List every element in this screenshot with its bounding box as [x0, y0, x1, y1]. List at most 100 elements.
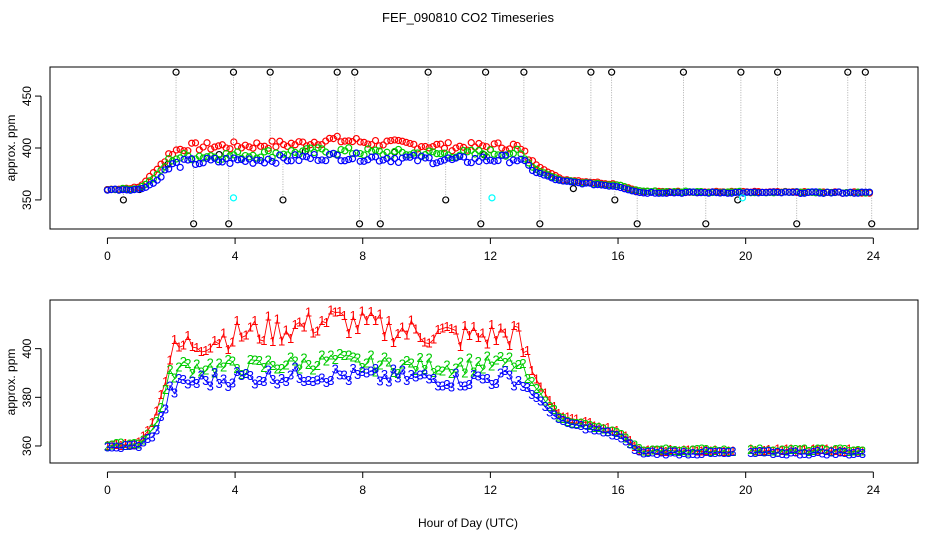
series-s3-point	[479, 153, 487, 161]
series-s3-point	[831, 188, 839, 196]
series-s3-point	[111, 185, 119, 193]
series-s1-marker: 1	[296, 314, 303, 329]
series-s2-point	[195, 152, 203, 160]
bottom-y-tick-label: 380	[20, 387, 34, 407]
series-s3-marker: 3	[385, 374, 392, 389]
series-s1-marker: 1	[515, 319, 522, 334]
series-s2-point	[161, 163, 169, 171]
series-s2-marker: 2	[126, 437, 133, 452]
series-s2-marker: 2	[635, 441, 642, 456]
series-s1-marker: 1	[501, 325, 508, 340]
series-s3-point	[601, 181, 609, 190]
series-s2-marker: 2	[756, 442, 763, 457]
series-s1-marker: 1	[461, 318, 468, 333]
series-s3-marker: 3	[300, 374, 307, 389]
series-s1-marker: 1	[358, 304, 365, 319]
series-s2-marker: 2	[269, 358, 276, 373]
series-s1-marker: 1	[555, 406, 562, 421]
series-s2-point	[222, 149, 230, 158]
reference-point	[793, 220, 801, 228]
reference-point	[536, 220, 544, 228]
series-s3-marker: 3	[501, 363, 508, 378]
series-s2-marker: 2	[510, 360, 517, 375]
bottom-x-tick-label: 8	[359, 483, 366, 497]
series-s3-marker: 3	[707, 445, 714, 460]
series-s3-point	[678, 189, 686, 197]
series-s3-point	[808, 188, 816, 196]
series-s3-point	[862, 188, 870, 196]
series-s1-marker: 1	[291, 317, 298, 332]
series-s1-marker: 1	[202, 343, 209, 358]
series-s2-marker: 2	[725, 444, 732, 459]
series-s3-marker: 3	[787, 445, 794, 460]
series-s3-point	[636, 188, 644, 197]
series-s1-point	[191, 139, 200, 147]
series-s2-marker: 2	[752, 444, 759, 459]
series-s3-point	[184, 156, 192, 164]
series-s2-point	[345, 144, 353, 152]
series-s2-marker: 2	[515, 357, 522, 372]
series-s1-marker: 1	[537, 379, 544, 394]
series-s3-point	[394, 158, 403, 167]
series-s1-marker: 1	[756, 444, 763, 459]
series-s3-marker: 3	[676, 447, 683, 462]
reference-point	[679, 68, 688, 76]
series-s3-point	[314, 156, 322, 165]
series-s3-marker: 3	[278, 371, 285, 386]
series-s3-marker: 3	[332, 362, 339, 377]
series-s2-marker: 2	[671, 443, 678, 458]
series-s3-marker: 3	[247, 368, 254, 383]
series-s3-point	[689, 188, 697, 196]
series-s3-marker: 3	[671, 445, 678, 460]
series-s2-point	[482, 153, 491, 161]
series-s1-point	[456, 142, 464, 150]
series-s1-marker: 1	[600, 421, 607, 436]
series-s3-point	[655, 189, 663, 197]
series-s3-marker: 3	[430, 371, 437, 386]
series-s3-marker: 3	[327, 373, 334, 388]
series-s2-point	[176, 154, 184, 162]
series-s2-marker: 2	[644, 444, 651, 459]
series-s3-point	[168, 160, 177, 168]
series-s2-marker: 2	[296, 361, 303, 376]
series-s3-marker: 3	[104, 439, 111, 454]
reference-point	[773, 68, 782, 76]
series-s2-marker: 2	[770, 444, 777, 459]
series-s2-marker: 2	[345, 348, 352, 363]
series-s3-point	[230, 154, 238, 162]
series-s1-marker: 1	[305, 304, 312, 319]
series-s1-point	[429, 142, 437, 151]
series-s3-marker: 3	[256, 373, 263, 388]
series-s2-marker: 2	[537, 386, 544, 401]
series-s2-marker: 2	[524, 371, 531, 386]
series-s3-point	[712, 189, 720, 197]
series-s1-marker: 1	[251, 313, 258, 328]
series-s3-line	[107, 366, 863, 456]
series-s1-marker: 1	[381, 329, 388, 344]
series-s2-marker: 2	[694, 442, 701, 457]
series-s1-marker: 1	[493, 333, 500, 348]
series-s3-marker: 3	[211, 365, 218, 380]
series-s1-point	[299, 138, 307, 146]
series-s3-point	[475, 157, 483, 166]
series-s3-point	[222, 154, 230, 163]
series-s2-marker: 2	[631, 438, 638, 453]
series-s3-point	[708, 188, 717, 196]
series-s2-marker: 2	[577, 416, 584, 431]
series-s2-marker: 2	[854, 443, 861, 458]
series-s2-marker: 2	[702, 442, 709, 457]
series-s2-point	[337, 145, 345, 154]
series-s2-marker: 2	[122, 438, 129, 453]
reference-point	[520, 68, 528, 76]
series-s2-point	[149, 175, 157, 183]
series-s1-marker: 1	[135, 435, 142, 450]
series-s3-marker: 3	[702, 444, 709, 459]
series-s3-point	[234, 156, 242, 164]
top-y-tick-label: 450	[20, 86, 34, 106]
series-s3-point	[391, 154, 399, 163]
series-s3-marker: 3	[537, 394, 544, 409]
series-s3-point	[800, 189, 808, 197]
series-s1-marker: 1	[635, 442, 642, 457]
bottom-panel-marks: 1111111111111111111111111111111111111111…	[104, 303, 866, 462]
series-s3-marker: 3	[457, 379, 464, 394]
